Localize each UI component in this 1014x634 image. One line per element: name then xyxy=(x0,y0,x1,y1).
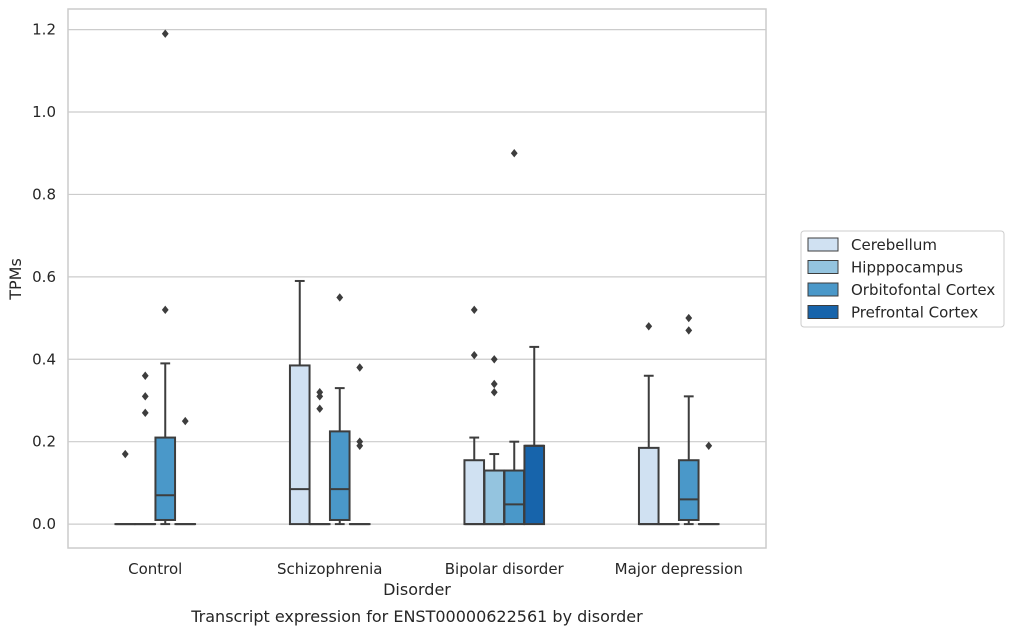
y-tick-label: 0.4 xyxy=(32,350,56,368)
gridlines xyxy=(68,29,766,525)
box-orbitofontal-cortex xyxy=(503,149,526,526)
outlier-point xyxy=(141,371,149,380)
outlier-point xyxy=(336,293,344,302)
x-tick-label: Control xyxy=(128,560,182,578)
outlier-point xyxy=(316,388,324,397)
outlier-point xyxy=(490,388,498,397)
chart-caption: Transcript expression for ENST0000062256… xyxy=(190,607,643,626)
box-iqr xyxy=(463,459,486,526)
box-hipppocampus xyxy=(134,371,157,526)
outlier-point xyxy=(645,322,653,331)
y-tick-label: 0.6 xyxy=(32,268,56,286)
outlier-point xyxy=(161,29,169,38)
outlier-point xyxy=(705,441,713,451)
outlier-point xyxy=(490,379,498,389)
y-tick-label: 1.2 xyxy=(32,21,56,39)
y-tick-label: 1.0 xyxy=(32,103,56,121)
box-prefrontal-cortex xyxy=(523,345,546,526)
y-tick-label: 0.8 xyxy=(32,185,56,203)
y-tick-label: 0.2 xyxy=(32,433,56,451)
legend-label: Prefrontal Cortex xyxy=(851,304,978,322)
y-axis-label: TPMs xyxy=(6,258,25,301)
legend-label: Cerebellum xyxy=(851,236,937,254)
plot-area xyxy=(67,8,767,549)
box-orbitofontal-cortex xyxy=(154,29,177,526)
outlier-point xyxy=(161,305,169,315)
outlier-point xyxy=(141,392,149,401)
legend: Cerebellum Hipppocampus Orbitofontal Corte… xyxy=(800,230,1005,328)
y-axis-ticks: 0.0 0.2 0.4 0.6 0.8 1.0 1.2 xyxy=(32,21,56,533)
outlier-point xyxy=(356,363,364,372)
legend-label: Orbitofontal Cortex xyxy=(851,281,995,299)
legend-swatch xyxy=(807,282,839,297)
legend-swatch xyxy=(807,237,839,252)
outlier-point xyxy=(470,305,478,315)
legend-items: Cerebellum Hipppocampus Orbitofontal Corte… xyxy=(807,236,995,322)
x-tick-label: Bipolar disorder xyxy=(445,560,565,578)
x-axis-label: Disorder xyxy=(383,580,451,599)
box-orbitofontal-cortex xyxy=(328,293,351,526)
box-iqr xyxy=(328,430,351,521)
box-iqr xyxy=(637,446,660,526)
outlier-point xyxy=(316,404,324,413)
boxes xyxy=(114,29,720,526)
box-hipppocampus xyxy=(483,355,506,526)
x-tick-label: Major depression xyxy=(615,560,743,578)
outlier-point xyxy=(510,149,518,158)
box-iqr xyxy=(154,436,177,521)
box-cerebellum xyxy=(288,279,311,526)
box-orbitofontal-cortex xyxy=(677,313,700,526)
outlier-point xyxy=(181,416,189,426)
x-tick-label: Schizophrenia xyxy=(277,560,382,578)
y-tick-label: 0.0 xyxy=(32,515,56,533)
box-iqr xyxy=(677,459,700,521)
box-prefrontal-cortex xyxy=(174,416,197,526)
box-cerebellum xyxy=(463,305,486,526)
outlier-point xyxy=(490,355,498,364)
box-hipppocampus xyxy=(308,388,331,526)
x-axis-ticks: Control Schizophrenia Bipolar disorder Majo… xyxy=(128,560,743,578)
outlier-point xyxy=(356,437,364,446)
box-iqr xyxy=(523,444,546,526)
legend-frame xyxy=(800,230,1005,328)
legend-swatch xyxy=(807,305,839,319)
legend-label: Hipppocampus xyxy=(851,259,963,277)
outlier-point xyxy=(141,408,149,418)
outlier-point xyxy=(470,350,478,360)
box-cerebellum xyxy=(637,322,660,526)
box-iqr xyxy=(503,469,526,526)
box-prefrontal-cortex xyxy=(348,363,371,526)
box-prefrontal-cortex xyxy=(697,441,720,526)
box-iqr xyxy=(288,364,311,526)
outlier-point xyxy=(685,313,693,323)
box-cerebellum xyxy=(114,449,137,526)
legend-swatch xyxy=(807,260,839,274)
outlier-point xyxy=(685,326,693,335)
outlier-point xyxy=(121,449,129,459)
box-iqr xyxy=(483,469,506,526)
